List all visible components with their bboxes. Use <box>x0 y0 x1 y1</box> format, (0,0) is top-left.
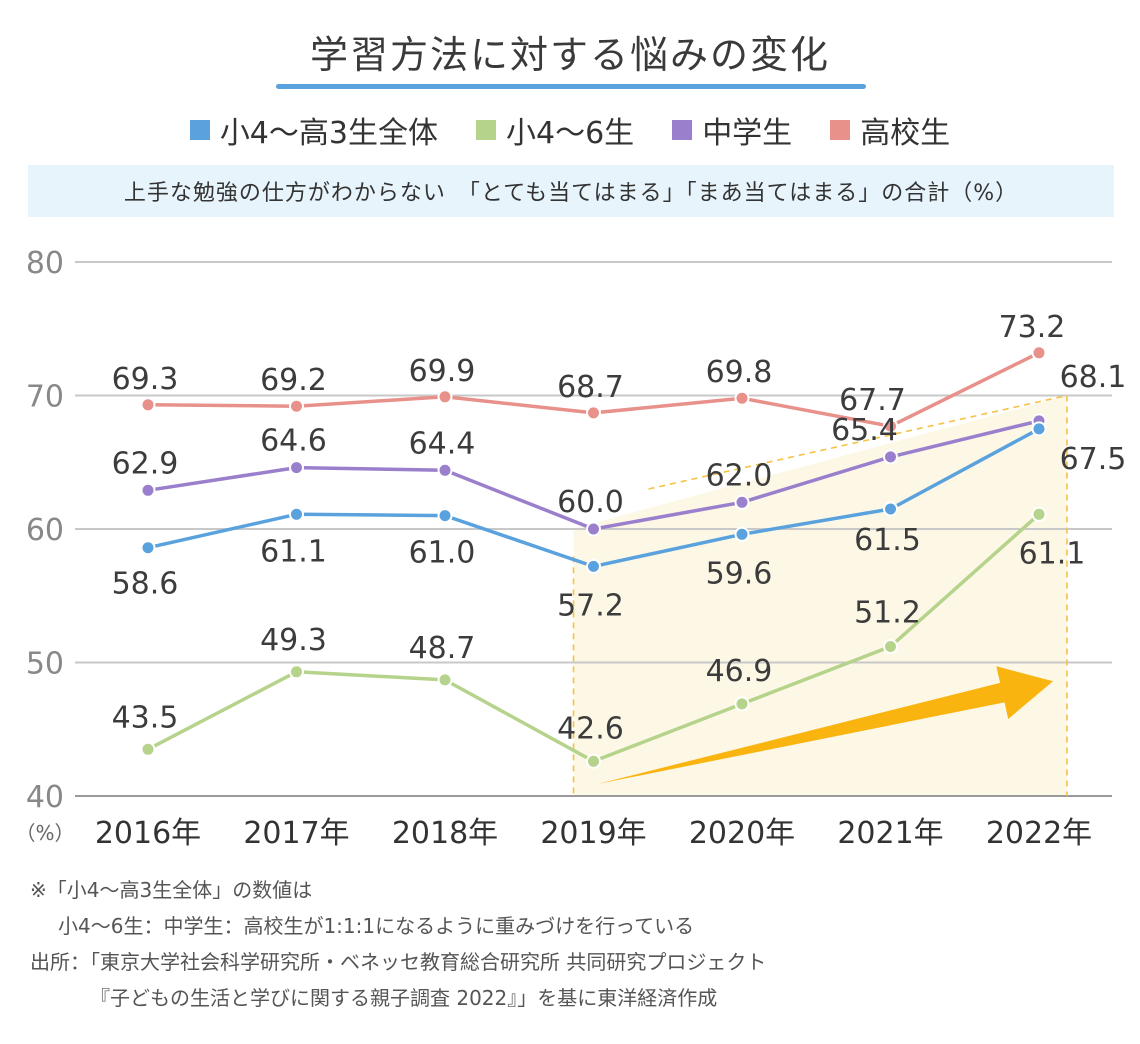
data-point <box>437 389 453 405</box>
y-tick-label: 40 <box>26 780 64 815</box>
y-tick-label: 60 <box>26 513 64 548</box>
highlight-area <box>573 395 1067 796</box>
legend-swatch-elementary <box>476 120 496 140</box>
highlight-border-top <box>648 394 1068 490</box>
data-label: 68.1 <box>1060 360 1127 395</box>
legend-label-all: 小4〜高3生全体 <box>219 116 438 151</box>
subtitle-box <box>28 165 1114 217</box>
data-point <box>1031 506 1047 522</box>
x-tick-label: 2017年 <box>243 816 349 851</box>
data-label: 68.7 <box>557 370 624 405</box>
note-line-2: 小4〜6生：中学生：高校生が1:1:1になるように重みづけを行っている <box>58 914 695 938</box>
trend-arrow <box>597 666 1053 784</box>
data-label: 43.5 <box>112 700 179 735</box>
title-underline <box>276 84 866 89</box>
data-label: 67.5 <box>1060 442 1127 477</box>
data-point <box>883 449 898 465</box>
data-label: 65.4 <box>831 413 898 448</box>
data-point <box>586 558 601 574</box>
legend-label-junior-high: 中学生 <box>702 116 793 151</box>
x-tick-label: 2019年 <box>540 816 646 851</box>
legend-item-junior-high: 中学生 <box>672 108 792 152</box>
data-label: 69.9 <box>409 354 476 389</box>
x-tick-label: 2021年 <box>837 816 943 851</box>
legend-label-elementary: 小4〜6生 <box>506 116 635 151</box>
data-point <box>734 696 750 712</box>
data-label: 46.9 <box>706 654 773 689</box>
data-point <box>437 672 453 688</box>
legend-item-elementary: 小4〜6生 <box>476 108 634 152</box>
data-point <box>883 639 898 654</box>
data-label: 59.6 <box>706 556 773 591</box>
y-tick-label: 50 <box>26 647 64 682</box>
data-label: 61.1 <box>260 534 327 569</box>
note-source-line-2: 『子どもの生活と学びに関する親子調査 2022』」を基に東洋経済作成 <box>90 986 718 1010</box>
x-tick-label: 2018年 <box>392 816 498 851</box>
x-tick-label: 2020年 <box>689 816 795 851</box>
data-label: 51.2 <box>854 595 921 630</box>
data-label: 48.7 <box>409 631 476 666</box>
data-point <box>586 405 601 421</box>
data-point <box>289 398 304 414</box>
notes: ※「小4〜高3生全体」の数値は 小4〜6生：中学生：高校生が1:1:1になるよう… <box>30 872 1120 1016</box>
data-point <box>289 664 304 680</box>
y-tick-label: 70 <box>26 380 64 415</box>
note-source-line-1: 出所：「東京大学社会科学研究所・ベネッセ教育総合研究所 共同研究プロジェクト <box>30 950 767 974</box>
data-label: 62.9 <box>112 446 179 481</box>
data-point <box>1031 345 1047 361</box>
data-point <box>289 506 304 522</box>
data-point <box>1031 421 1047 437</box>
legend-swatch-all <box>189 120 210 140</box>
data-label: 69.2 <box>260 363 327 398</box>
y-tick-label: 80 <box>26 246 64 281</box>
data-label: 60.0 <box>557 485 624 520</box>
data-point <box>289 460 304 476</box>
x-tick-label: 2022年 <box>986 816 1092 851</box>
note-line-1: ※「小4〜高3生全体」の数値は <box>30 878 313 902</box>
data-label: 42.6 <box>557 711 624 746</box>
data-label: 62.0 <box>706 458 773 493</box>
y-axis-unit: （%） <box>15 821 74 845</box>
data-point <box>734 494 750 510</box>
data-label: 49.3 <box>260 623 327 658</box>
data-point <box>883 501 898 517</box>
legend-item-all: 小4〜高3生全体 <box>189 108 438 152</box>
data-point <box>437 462 453 478</box>
data-point <box>140 540 156 556</box>
data-label: 57.2 <box>557 588 624 623</box>
legend-label-high-school: 高校生 <box>860 116 951 151</box>
data-point <box>586 753 601 769</box>
data-point <box>140 482 156 498</box>
data-point <box>437 508 453 524</box>
data-label: 64.4 <box>409 426 476 461</box>
data-point <box>883 418 898 434</box>
data-label: 69.3 <box>112 362 179 397</box>
data-label: 61.5 <box>854 523 921 558</box>
data-label: 58.6 <box>112 567 179 602</box>
legend-swatch-junior-high <box>672 120 693 140</box>
chart-subtitle: 上手な勉強の仕方がわからない 「とても当てはまる」「まあ当てはまる」の合計（%） <box>123 181 1019 206</box>
legend-item-high-school: 高校生 <box>830 108 950 152</box>
x-tick-label: 2016年 <box>95 816 201 851</box>
data-label: 61.1 <box>1019 536 1086 571</box>
data-point <box>734 526 750 542</box>
data-label: 64.6 <box>260 424 327 459</box>
data-point <box>586 521 601 537</box>
data-point <box>140 741 156 757</box>
data-label: 69.8 <box>706 355 773 390</box>
data-label: 61.0 <box>409 536 476 571</box>
data-point <box>734 390 750 406</box>
data-label: 73.2 <box>999 310 1066 345</box>
legend: 小4〜高3生全体 小4〜6生 中学生 高校生 <box>0 108 1140 152</box>
legend-swatch-high-school <box>830 120 851 140</box>
chart-title: 学習方法に対する悩みの変化 <box>309 33 830 77</box>
line-chart: 40 50 60 70 80 （%） 2016年 2017年 2018年 2019年 2020年 20… <box>15 246 1127 851</box>
data-point <box>140 397 156 413</box>
data-label: 67.7 <box>839 383 906 418</box>
